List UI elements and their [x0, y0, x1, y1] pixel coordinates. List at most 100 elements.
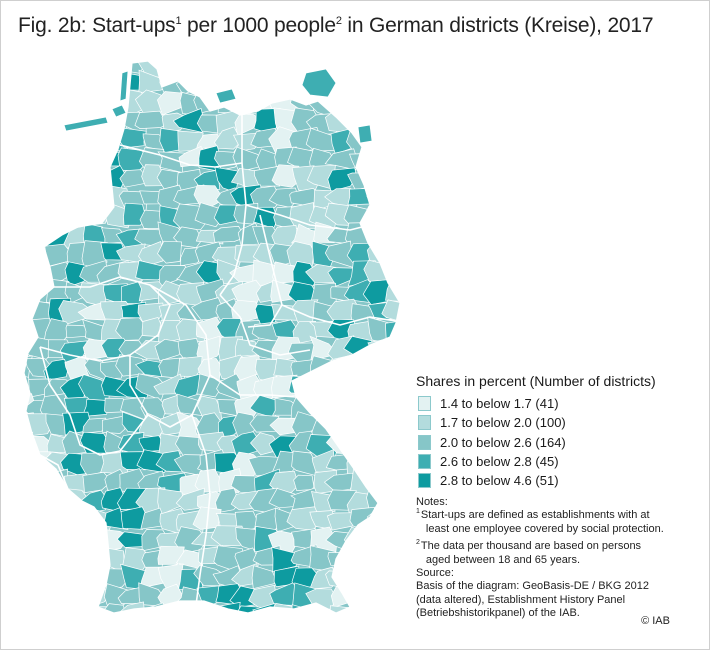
- district-polygon: [24, 130, 57, 151]
- district-polygon: [386, 507, 400, 528]
- district-polygon: [405, 186, 410, 208]
- district-polygon: [327, 393, 355, 419]
- district-polygon: [366, 375, 399, 398]
- district-polygon: [346, 641, 375, 645]
- district-polygon: [24, 566, 54, 591]
- district-polygon: [192, 61, 226, 79]
- district-polygon: [64, 92, 92, 109]
- district-polygon: [235, 75, 265, 97]
- district-polygon: [83, 146, 108, 167]
- district-polygon: [137, 302, 165, 326]
- district-polygon: [287, 621, 319, 645]
- district-polygon: [178, 61, 209, 75]
- district-polygon: [366, 397, 398, 420]
- map-legend: Shares in percent (Number of districts) …: [416, 373, 696, 490]
- district-polygon: [348, 61, 373, 76]
- island-usedom: [357, 124, 373, 144]
- district-polygon: [230, 626, 262, 645]
- note-1-line-2: least one employee covered by social pro…: [425, 522, 664, 535]
- district-polygon: [401, 222, 410, 246]
- district-polygon: [363, 643, 392, 645]
- district-polygon: [97, 548, 125, 572]
- district-polygon: [382, 126, 400, 153]
- district-polygon: [24, 184, 34, 211]
- district-polygon: [405, 92, 410, 108]
- district-polygon: [138, 241, 164, 267]
- district-polygon: [409, 622, 410, 645]
- district-polygon: [96, 76, 125, 97]
- district-polygon: [43, 358, 68, 381]
- district-polygon: [234, 61, 264, 74]
- district-polygon: [24, 146, 35, 169]
- district-polygon: [387, 69, 400, 94]
- district-polygon: [24, 490, 34, 516]
- district-polygon: [323, 472, 355, 492]
- district-polygon: [405, 337, 411, 360]
- district-polygon: [349, 544, 376, 570]
- district-polygon: [384, 342, 400, 360]
- district-polygon: [364, 586, 394, 603]
- legend-swatch: [418, 396, 431, 412]
- legend-label: 1.7 to below 2.0 (100): [440, 415, 566, 431]
- island-east-frisian: [63, 116, 109, 132]
- district-polygon: [24, 431, 34, 457]
- district-polygon: [82, 170, 113, 193]
- state-border-saarland: [39, 454, 69, 490]
- district-polygon: [401, 545, 410, 568]
- district-polygon: [381, 473, 400, 497]
- district-polygon: [381, 299, 400, 325]
- district-polygon: [405, 55, 410, 73]
- district-polygon: [26, 75, 52, 98]
- district-polygon: [64, 641, 93, 645]
- district-polygon: [43, 90, 68, 114]
- district-polygon: [24, 549, 35, 570]
- district-polygon: [82, 471, 112, 494]
- district-polygon: [46, 603, 74, 613]
- district-polygon: [58, 586, 95, 610]
- district-polygon: [102, 623, 130, 645]
- source-line-3: (Betriebshistorikpanel) of the IAB.: [416, 607, 580, 620]
- district-polygon: [402, 642, 410, 645]
- district-polygon: [27, 89, 51, 115]
- district-polygon: [59, 186, 94, 211]
- state-border-schleswig-holstein: [119, 144, 243, 168]
- legend-swatch: [418, 415, 431, 431]
- district-polygon: [24, 245, 36, 264]
- district-polygon: [25, 451, 51, 477]
- district-polygon: [404, 398, 410, 418]
- island-sylt: [119, 70, 129, 102]
- district-polygon: [383, 526, 400, 554]
- district-polygon: [405, 359, 410, 380]
- district-polygon: [24, 281, 37, 304]
- district-polygon: [272, 73, 299, 97]
- district-polygon: [24, 508, 33, 533]
- district-polygon: [367, 73, 398, 97]
- district-polygon: [406, 489, 410, 508]
- district-polygon: [43, 183, 71, 204]
- note-1-line-1: Start-ups are defined as establishments …: [420, 509, 650, 522]
- district-polygon: [293, 640, 317, 645]
- district-polygon: [141, 641, 166, 645]
- district-polygon: [24, 146, 51, 169]
- notes-block: Notes: 1 Start-ups are defined as establ…: [416, 496, 701, 621]
- district-polygon: [44, 508, 68, 534]
- district-polygon: [196, 335, 221, 363]
- district-polygon: [24, 61, 36, 77]
- district-polygon: [24, 71, 37, 97]
- notes-heading: Notes:: [416, 496, 448, 508]
- island-ruegen: [301, 68, 337, 98]
- district-polygon: [254, 624, 284, 645]
- district-polygon: [83, 641, 107, 645]
- state-border-saxony: [281, 304, 397, 326]
- islands: [63, 68, 373, 144]
- district-polygon: [176, 640, 202, 645]
- legend-item: 1.7 to below 2.0 (100): [416, 413, 696, 432]
- legend-item: 2.0 to below 2.6 (164): [416, 433, 696, 452]
- district-polygon: [386, 165, 400, 187]
- district-polygon: [58, 61, 90, 79]
- district-polygon: [405, 602, 410, 628]
- district-polygon: [385, 488, 400, 513]
- district-polygon: [24, 226, 38, 248]
- district-polygon: [27, 544, 53, 573]
- district-polygon: [43, 167, 73, 188]
